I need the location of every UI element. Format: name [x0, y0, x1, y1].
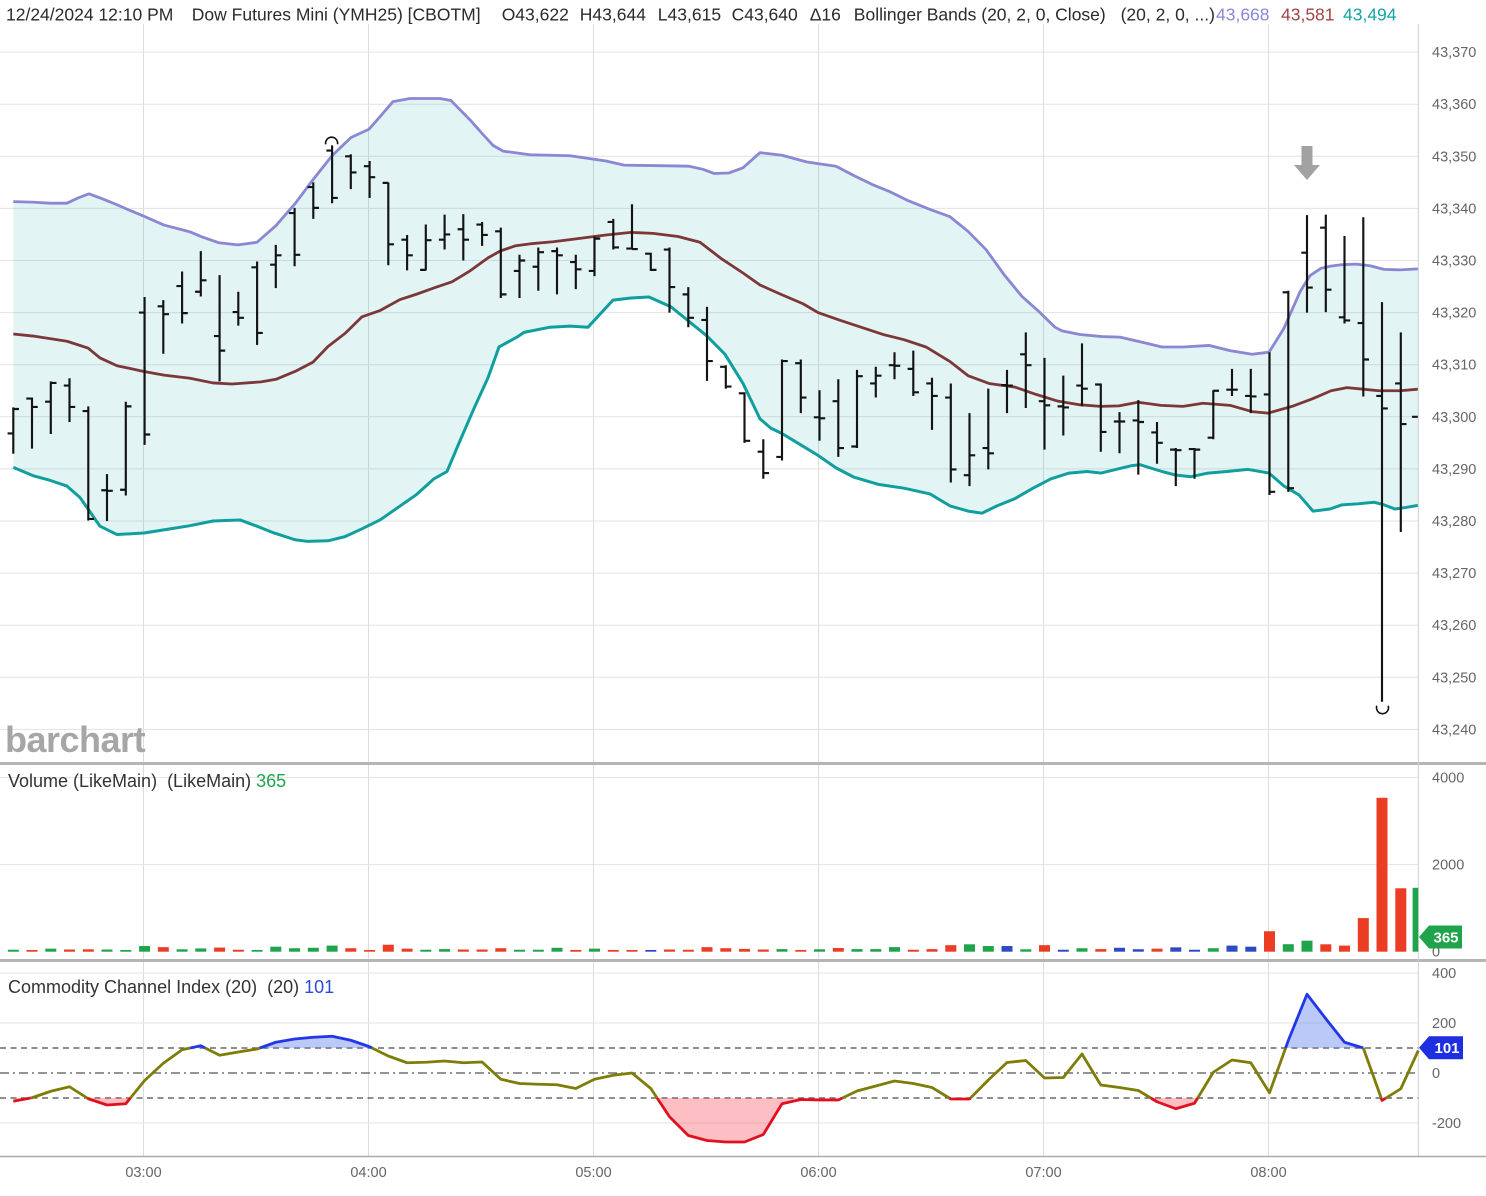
svg-text:43,370: 43,370 [1432, 45, 1476, 61]
svg-text:43,250: 43,250 [1432, 670, 1476, 686]
svg-text:03:00: 03:00 [125, 1165, 161, 1181]
svg-text:43,270: 43,270 [1432, 566, 1476, 582]
svg-text:08:00: 08:00 [1250, 1165, 1286, 1181]
svg-text:H43,644: H43,644 [580, 5, 646, 25]
svg-text:2000: 2000 [1432, 858, 1464, 874]
svg-text:43,260: 43,260 [1432, 618, 1476, 634]
svg-text:43,240: 43,240 [1432, 722, 1476, 738]
svg-text:43,310: 43,310 [1432, 358, 1476, 374]
svg-text:Dow Futures Mini (YMH25) [CBOT: Dow Futures Mini (YMH25) [CBOTM] [192, 5, 481, 25]
svg-text:101: 101 [1434, 1040, 1459, 1057]
svg-text:12/24/2024 12:10 PM: 12/24/2024 12:10 PM [6, 5, 173, 25]
svg-text:43,581: 43,581 [1281, 5, 1335, 25]
svg-text:43,340: 43,340 [1432, 201, 1476, 217]
svg-text:07:00: 07:00 [1025, 1165, 1061, 1181]
svg-text:0: 0 [1432, 1066, 1440, 1082]
svg-text:4000: 4000 [1432, 771, 1464, 787]
svg-text:400: 400 [1432, 966, 1456, 982]
svg-text:L43,615: L43,615 [658, 5, 721, 25]
svg-text:200: 200 [1432, 1016, 1456, 1032]
svg-text:Commodity Channel Index (20): Commodity Channel Index (20) (20) 101 [8, 977, 334, 997]
svg-text:43,320: 43,320 [1432, 306, 1476, 322]
svg-text:43,494: 43,494 [1343, 5, 1397, 25]
svg-text:05:00: 05:00 [575, 1165, 611, 1181]
svg-text:43,300: 43,300 [1432, 410, 1476, 426]
svg-text:(20, 2, 0, ...): (20, 2, 0, ...) [1121, 5, 1215, 25]
svg-text:43,330: 43,330 [1432, 254, 1476, 270]
svg-text:365: 365 [1433, 930, 1458, 947]
svg-text:Δ16: Δ16 [810, 5, 841, 25]
svg-text:barchart: barchart [5, 719, 146, 760]
svg-text:O43,622: O43,622 [502, 5, 569, 25]
svg-text:43,290: 43,290 [1432, 462, 1476, 478]
svg-text:43,350: 43,350 [1432, 149, 1476, 165]
svg-text:06:00: 06:00 [800, 1165, 836, 1181]
svg-text:-200: -200 [1432, 1116, 1461, 1132]
svg-text:43,280: 43,280 [1432, 514, 1476, 530]
svg-text:04:00: 04:00 [350, 1165, 386, 1181]
svg-text:43,668: 43,668 [1216, 5, 1270, 25]
svg-text:C43,640: C43,640 [732, 5, 798, 25]
svg-text:43,360: 43,360 [1432, 97, 1476, 113]
svg-text:Volume (LikeMain) (LikeMain): Volume (LikeMain) (LikeMain) 365 [8, 771, 286, 791]
svg-text:0: 0 [1432, 945, 1440, 961]
svg-text:Bollinger Bands (20, 2, 0, Clo: Bollinger Bands (20, 2, 0, Close) [854, 5, 1106, 25]
